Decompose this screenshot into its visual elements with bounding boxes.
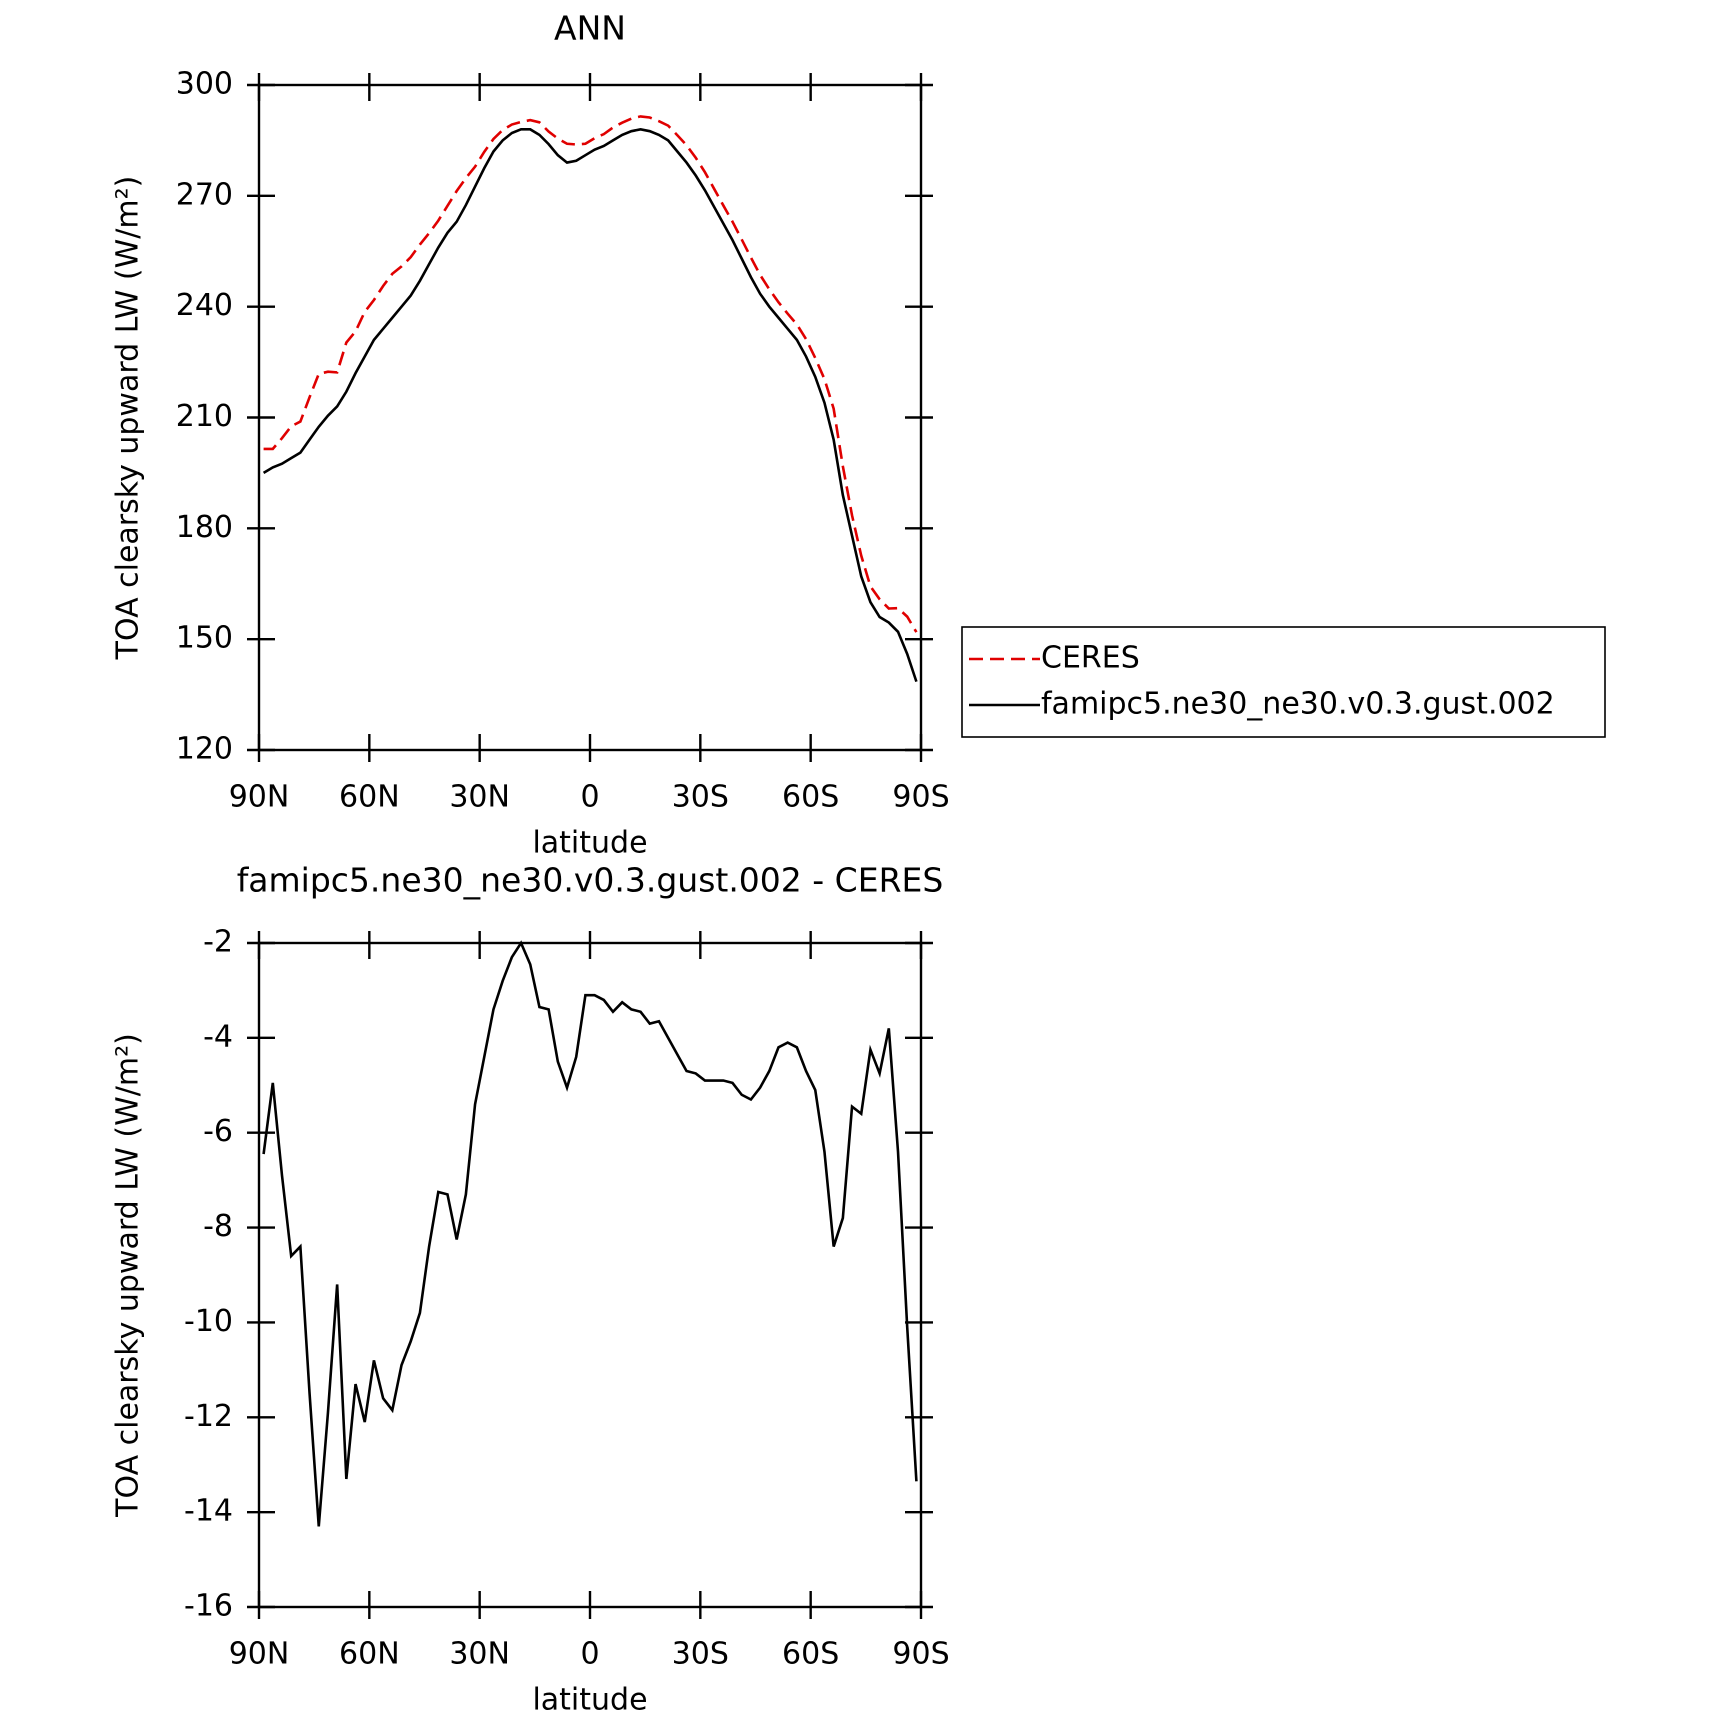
plot-frame	[257, 83, 923, 752]
x-tick-label: 90N	[229, 780, 290, 815]
x-tick-label: 90S	[892, 1637, 949, 1672]
legend-label: CERES	[1041, 641, 1140, 676]
y-tick-label: 270	[176, 177, 233, 212]
chart-title: ANN	[554, 9, 626, 48]
x-tick-label: 90S	[892, 780, 949, 815]
x-axis-label: latitude	[532, 826, 647, 861]
y-tick-label: -2	[203, 925, 233, 960]
x-tick-label: 60S	[782, 780, 839, 815]
y-axis-label: TOA clearsky upward LW (W/m²)	[111, 176, 146, 661]
series-line	[262, 128, 918, 683]
y-tick-label: -8	[203, 1209, 233, 1244]
series-line	[262, 940, 918, 1527]
y-tick-label: 210	[176, 399, 233, 434]
y-tick-label: 180	[176, 510, 233, 545]
y-tick-label: -16	[184, 1589, 233, 1624]
plot-frame	[257, 941, 923, 1609]
x-tick-label: 90N	[229, 1637, 290, 1672]
y-tick-label: -14	[184, 1494, 233, 1529]
y-tick-label: -4	[203, 1019, 233, 1054]
x-tick-label: 30N	[449, 1637, 510, 1672]
x-tick-label: 30N	[449, 780, 510, 815]
legend-box	[961, 626, 1606, 738]
y-tick-label: 150	[176, 621, 233, 656]
x-tick-label: 30S	[672, 780, 729, 815]
x-tick-label: 0	[580, 1637, 599, 1672]
x-tick-label: 0	[580, 780, 599, 815]
x-tick-label: 60N	[339, 1637, 400, 1672]
y-tick-label: 300	[176, 67, 233, 102]
y-axis-label: TOA clearsky upward LW (W/m²)	[111, 1033, 146, 1518]
y-tick-label: -10	[184, 1304, 233, 1339]
y-tick-label: 240	[176, 288, 233, 323]
series-line	[263, 115, 918, 633]
x-axis-label: latitude	[532, 1683, 647, 1717]
x-tick-label: 30S	[672, 1637, 729, 1672]
y-tick-label: -6	[203, 1114, 233, 1149]
legend-label: famipc5.ne30_ne30.v0.3.gust.002	[1041, 687, 1555, 722]
x-tick-label: 60S	[782, 1637, 839, 1672]
y-tick-label: -12	[184, 1399, 233, 1434]
y-tick-label: 120	[176, 732, 233, 767]
x-tick-label: 60N	[339, 780, 400, 815]
chart-title: famipc5.ne30_ne30.v0.3.gust.002 - CERES	[237, 861, 944, 900]
